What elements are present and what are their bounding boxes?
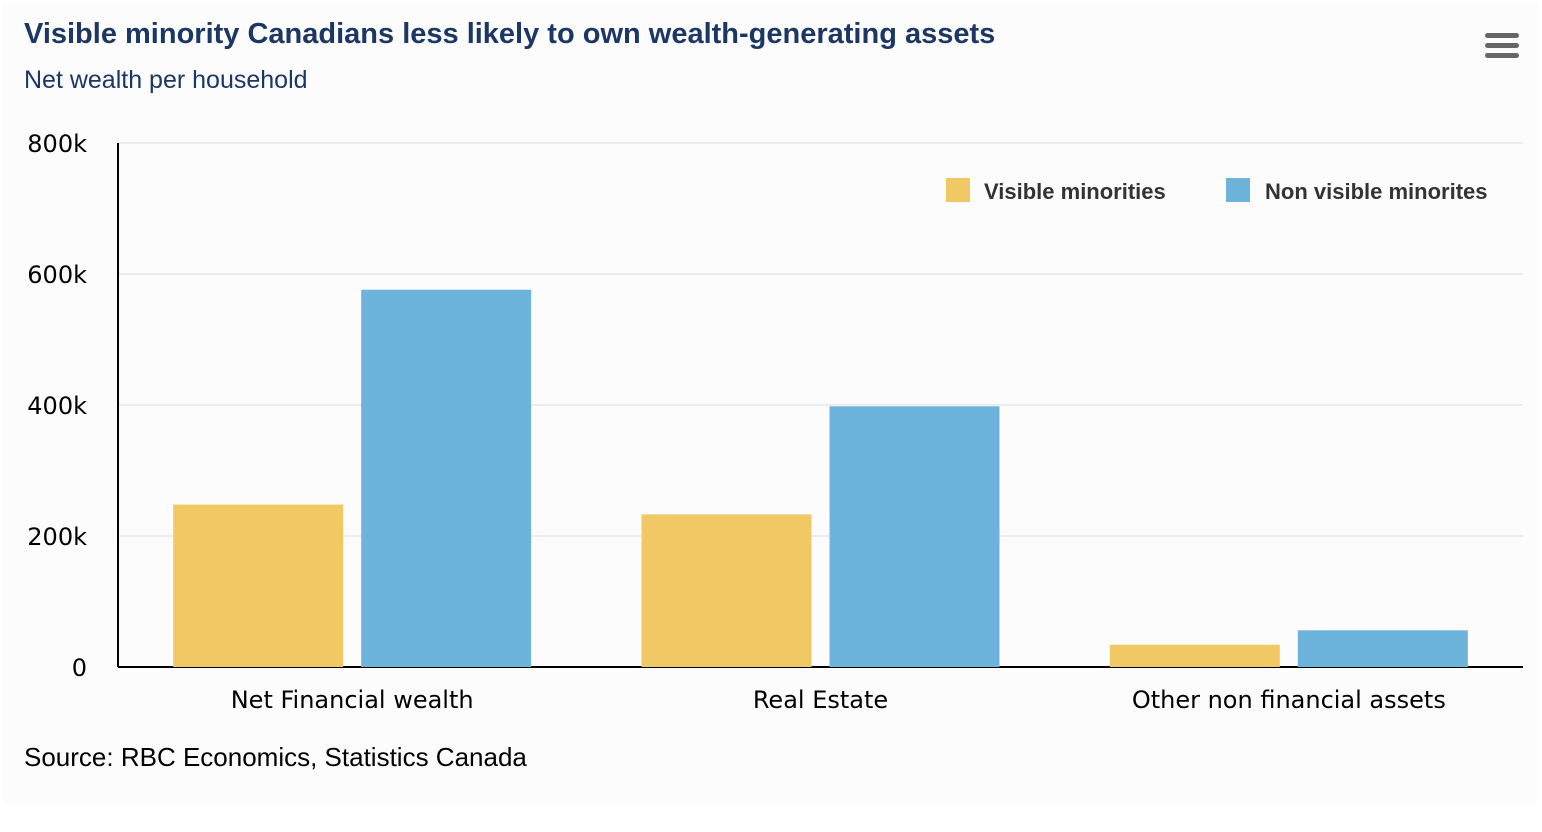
legend-swatch-visible-minorities	[946, 178, 970, 202]
y-tick-label: 0	[72, 654, 87, 682]
chart-subtitle: Net wealth per household	[24, 66, 308, 94]
chart-title: Visible minority Canadians less likely t…	[24, 18, 996, 50]
bar-non-visible-minorites	[361, 289, 532, 667]
bar-non-visible-minorites	[1297, 630, 1468, 667]
y-tick-label: 200k	[27, 523, 87, 551]
legend-label: Visible minorities	[984, 179, 1166, 204]
y-tick-label: 400k	[27, 392, 87, 420]
menu-bar-middle	[1485, 43, 1519, 48]
bar-non-visible-minorites	[829, 406, 1000, 667]
legend-label: Non visible minorites	[1265, 179, 1488, 204]
y-tick-label: 600k	[27, 261, 87, 289]
chart-panel	[3, 3, 1539, 803]
menu-bar-bottom	[1485, 53, 1519, 58]
hamburger-menu-icon[interactable]	[1482, 30, 1522, 64]
bar-visible-minorities	[173, 504, 344, 667]
bar-visible-minorities	[1109, 644, 1280, 667]
x-category-label: Net Financial wealth	[231, 686, 474, 714]
legend-swatch-non-visible-minorites	[1226, 178, 1250, 202]
x-category-label: Other non financial assets	[1132, 686, 1446, 714]
x-category-label: Real Estate	[753, 686, 888, 714]
bar-visible-minorities	[641, 514, 812, 667]
source-note: Source: RBC Economics, Statistics Canada	[24, 742, 527, 772]
menu-bar-top	[1485, 33, 1519, 38]
y-tick-label: 800k	[27, 130, 87, 158]
